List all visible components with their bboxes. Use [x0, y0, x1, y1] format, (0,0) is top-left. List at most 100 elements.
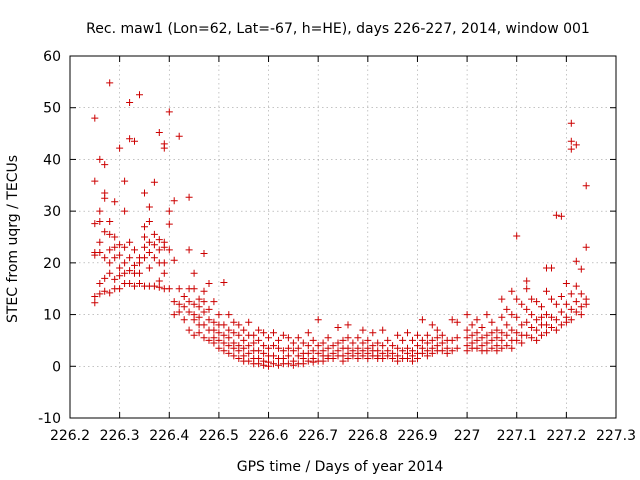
x-tick-label: 226.9 [397, 428, 437, 444]
data-point [448, 347, 456, 355]
data-point [533, 336, 541, 344]
data-point [339, 357, 347, 365]
data-point [180, 303, 188, 311]
data-point [116, 272, 124, 280]
data-point [463, 334, 471, 342]
data-point [200, 308, 208, 316]
data-point [96, 155, 104, 163]
data-point [543, 287, 550, 295]
data-point [195, 295, 203, 303]
data-point [503, 331, 511, 339]
data-point [91, 220, 99, 228]
data-point [200, 321, 208, 329]
data-point [220, 339, 228, 347]
data-point [394, 344, 402, 352]
data-point [190, 316, 198, 324]
data-point [270, 360, 277, 368]
data-point [121, 259, 129, 267]
data-point [399, 347, 407, 355]
data-point [106, 230, 114, 238]
data-point [414, 342, 421, 350]
x-tick-label: 226.3 [100, 428, 140, 444]
data-point [126, 238, 134, 246]
data-point [260, 349, 268, 357]
data-point [567, 145, 575, 153]
data-point [131, 261, 138, 269]
data-point [309, 336, 317, 344]
data-point [503, 305, 511, 313]
data-point [116, 241, 124, 249]
data-point [155, 277, 163, 285]
data-point [463, 347, 471, 355]
data-point [91, 114, 99, 122]
data-point [552, 300, 560, 308]
data-point [245, 318, 253, 326]
data-point [96, 207, 104, 215]
data-point [284, 352, 292, 360]
data-point [101, 228, 109, 236]
data-point [235, 355, 243, 362]
data-point [438, 347, 446, 355]
data-point [557, 321, 565, 329]
data-point [195, 313, 203, 321]
data-point [364, 355, 372, 362]
data-point [483, 347, 491, 355]
data-point [245, 349, 253, 357]
data-point [190, 285, 198, 293]
data-point [150, 230, 158, 238]
data-point [503, 321, 511, 329]
data-point [275, 361, 282, 369]
data-point [289, 339, 297, 347]
data-point [548, 295, 555, 303]
data-point [339, 336, 347, 344]
data-point [145, 203, 153, 211]
data-point [379, 355, 387, 362]
data-point [121, 177, 129, 185]
data-point [538, 303, 545, 311]
data-point [508, 287, 516, 295]
data-point [513, 329, 521, 337]
data-point [443, 349, 451, 357]
y-tick-label: 60 [43, 49, 61, 65]
data-points [91, 79, 590, 370]
x-tick-label: 226.8 [348, 428, 388, 444]
data-point [91, 177, 99, 185]
data-point [418, 336, 426, 344]
axis-ticks [69, 55, 617, 419]
data-point [260, 361, 268, 369]
x-tick-label: 227.1 [497, 428, 537, 444]
data-point [116, 251, 124, 259]
data-point [404, 355, 411, 362]
data-point [121, 207, 129, 215]
data-point [473, 316, 481, 324]
data-point [562, 280, 570, 287]
data-point [438, 339, 446, 347]
data-point [513, 313, 521, 321]
data-point [334, 324, 342, 331]
data-point [478, 334, 486, 342]
data-point [463, 311, 471, 319]
data-point [121, 243, 129, 251]
data-point [270, 329, 277, 337]
data-point [294, 334, 302, 342]
data-point [195, 303, 203, 311]
data-point [463, 326, 471, 334]
x-tick-label: 226.7 [298, 428, 338, 444]
data-point [165, 285, 173, 293]
data-point [250, 339, 258, 347]
data-point [131, 246, 138, 254]
y-tick-label: 20 [43, 256, 61, 272]
data-point [270, 342, 277, 350]
data-point [225, 349, 233, 357]
data-point [582, 243, 590, 251]
data-point [205, 305, 213, 313]
data-point [394, 331, 402, 339]
data-point [220, 321, 228, 329]
data-point [91, 293, 99, 300]
data-point [170, 298, 178, 306]
data-point [235, 331, 243, 339]
data-point [220, 331, 228, 339]
data-point [538, 313, 545, 321]
data-point [200, 334, 208, 342]
data-point [577, 311, 585, 319]
